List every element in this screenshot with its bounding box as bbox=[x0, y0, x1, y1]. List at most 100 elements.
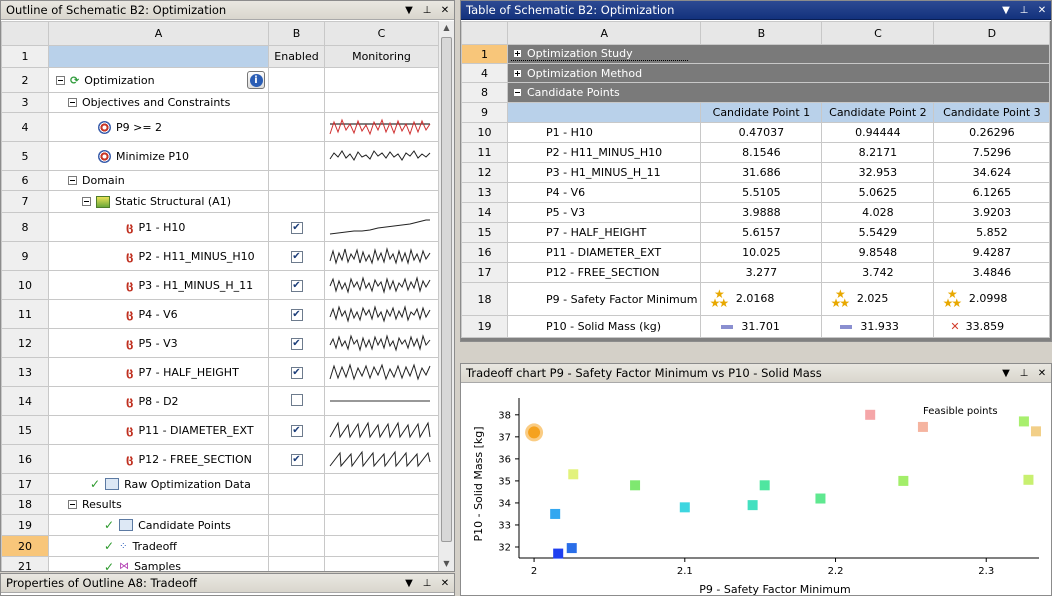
expand-icon[interactable] bbox=[513, 49, 522, 58]
value-cell[interactable]: 3.9203 bbox=[933, 202, 1051, 223]
value-cell[interactable]: 6.1265 bbox=[933, 182, 1051, 203]
value-cell[interactable]: 8.2171 bbox=[821, 142, 935, 163]
dropdown-icon[interactable]: ▼ bbox=[405, 5, 413, 16]
expand-icon[interactable] bbox=[513, 68, 522, 78]
pin-icon[interactable]: ⊥ bbox=[1019, 368, 1029, 379]
collapse-icon[interactable] bbox=[82, 197, 91, 206]
dropdown-icon[interactable]: ▼ bbox=[1002, 368, 1010, 379]
close-icon[interactable]: ✕ bbox=[440, 5, 450, 16]
enabled-checkbox[interactable]: ✔ bbox=[290, 309, 303, 321]
enabled-checkbox[interactable]: ✔ bbox=[290, 280, 303, 292]
data-point[interactable] bbox=[815, 493, 826, 504]
outline-scrollbar[interactable]: ▲ ▼ bbox=[438, 21, 454, 571]
tradeoff-chart[interactable]: 2 2.1 2.2 2.3 32 33 34 35 36 37 38 Feasible points… bbox=[461, 384, 1051, 596]
tree-item-samples[interactable]: ✓ ⋈ Samples bbox=[48, 556, 269, 571]
tree-item-p8[interactable]: ც P8 - D2 bbox=[48, 386, 269, 416]
value-cell[interactable]: 5.5429 bbox=[821, 222, 935, 243]
tree-item-p1[interactable]: ც P1 - H10 bbox=[48, 212, 269, 242]
section-optimization-method[interactable]: Optimization Method bbox=[506, 63, 1051, 83]
highlighted-point[interactable] bbox=[528, 426, 541, 439]
value-cell[interactable]: 3.4846 bbox=[933, 262, 1051, 283]
info-icon[interactable]: i bbox=[247, 71, 265, 89]
tree-item-minimize-p10[interactable]: Minimize P10 bbox=[48, 141, 269, 171]
value-cell[interactable]: 31.686 bbox=[700, 162, 823, 183]
scroll-up-icon[interactable]: ▲ bbox=[443, 23, 450, 32]
value-cell[interactable]: 0.47037 bbox=[700, 122, 823, 143]
data-point[interactable] bbox=[1030, 426, 1041, 437]
tree-item-p12[interactable]: ც P12 - FREE_SECTION bbox=[48, 444, 269, 474]
value-cell[interactable]: 7.5296 bbox=[933, 142, 1051, 163]
data-point[interactable] bbox=[553, 548, 564, 559]
rating-cell[interactable]: 31.933 bbox=[821, 315, 935, 338]
rating-cell[interactable]: 31.701 bbox=[700, 315, 823, 338]
rating-cell[interactable]: ★ ★★ 2.0168 bbox=[700, 282, 823, 316]
tree-item-objectives[interactable]: Objectives and Constraints bbox=[48, 92, 269, 113]
value-cell[interactable]: 3.742 bbox=[821, 262, 935, 283]
enabled-checkbox[interactable]: ✔ bbox=[290, 251, 303, 263]
data-point[interactable] bbox=[550, 508, 561, 519]
tree-item-p4[interactable]: ც P4 - V6 bbox=[48, 299, 269, 329]
enabled-checkbox[interactable]: ✔ bbox=[290, 454, 303, 466]
dropdown-icon[interactable]: ▼ bbox=[1002, 5, 1010, 16]
rating-cell[interactable]: ✕ 33.859 bbox=[933, 315, 1051, 338]
value-cell[interactable]: 0.94444 bbox=[821, 122, 935, 143]
value-cell[interactable]: 32.953 bbox=[821, 162, 935, 183]
rating-cell[interactable]: ★ ★★ 2.025 bbox=[821, 282, 935, 316]
value-cell[interactable]: 5.5105 bbox=[700, 182, 823, 203]
tree-item-p9-constraint[interactable]: P9 >= 2 bbox=[48, 112, 269, 142]
value-cell[interactable]: 5.852 bbox=[933, 222, 1051, 243]
enabled-checkbox[interactable]: ✔ bbox=[290, 338, 303, 350]
column-header-c[interactable]: C bbox=[821, 21, 935, 45]
tree-item-p2[interactable]: ც P2 - H11_MINUS_H10 bbox=[48, 241, 269, 271]
column-header-a[interactable]: A bbox=[48, 21, 269, 46]
data-point[interactable] bbox=[566, 543, 577, 554]
value-cell[interactable]: 8.1546 bbox=[700, 142, 823, 163]
tree-item-domain[interactable]: Domain bbox=[48, 170, 269, 191]
collapse-icon[interactable] bbox=[56, 75, 65, 85]
tree-item-optimization[interactable]: ⟳ Optimization i bbox=[48, 67, 269, 93]
value-cell[interactable]: 5.6157 bbox=[700, 222, 823, 243]
value-cell[interactable]: 0.26296 bbox=[933, 122, 1051, 143]
data-point[interactable] bbox=[568, 469, 579, 480]
close-icon[interactable]: ✕ bbox=[440, 578, 450, 589]
enabled-checkbox[interactable]: ✔ bbox=[290, 222, 303, 234]
tree-item-p11[interactable]: ც P11 - DIAMETER_EXT bbox=[48, 415, 269, 445]
value-cell[interactable]: 3.9888 bbox=[700, 202, 823, 223]
data-point[interactable] bbox=[679, 502, 690, 513]
tree-item-p7[interactable]: ც P7 - HALF_HEIGHT bbox=[48, 357, 269, 387]
column-header-d[interactable]: D bbox=[933, 21, 1051, 45]
collapse-icon[interactable] bbox=[68, 176, 77, 185]
tree-item-static-structural[interactable]: Static Structural (A1) bbox=[48, 190, 269, 213]
tree-item-results[interactable]: Results bbox=[48, 494, 269, 515]
data-point[interactable] bbox=[759, 480, 770, 491]
data-point[interactable] bbox=[747, 500, 758, 511]
tree-item-candidate-points[interactable]: ✓ Candidate Points bbox=[48, 514, 269, 536]
tree-item-p5[interactable]: ც P5 - V3 bbox=[48, 328, 269, 358]
scroll-down-icon[interactable]: ▼ bbox=[443, 559, 450, 568]
value-cell[interactable]: 3.277 bbox=[700, 262, 823, 283]
enabled-checkbox[interactable]: ✔ bbox=[290, 367, 303, 379]
pin-icon[interactable]: ⊥ bbox=[422, 578, 432, 589]
value-cell[interactable]: 4.028 bbox=[821, 202, 935, 223]
collapse-icon[interactable] bbox=[513, 88, 522, 97]
tree-item-tradeoff[interactable]: ✓ ⁘ Tradeoff bbox=[48, 535, 269, 557]
scrollbar-thumb[interactable] bbox=[441, 37, 452, 542]
value-cell[interactable]: 9.4287 bbox=[933, 242, 1051, 263]
collapse-icon[interactable] bbox=[68, 500, 77, 509]
data-point[interactable] bbox=[865, 409, 876, 420]
collapse-icon[interactable] bbox=[68, 98, 77, 107]
dropdown-icon[interactable]: ▼ bbox=[405, 578, 413, 589]
data-point[interactable] bbox=[917, 421, 928, 432]
enabled-checkbox[interactable] bbox=[290, 393, 303, 406]
value-cell[interactable]: 34.624 bbox=[933, 162, 1051, 183]
data-point[interactable] bbox=[1018, 416, 1029, 427]
column-header-b[interactable]: B bbox=[700, 21, 823, 45]
value-cell[interactable]: 10.025 bbox=[700, 242, 823, 263]
enabled-checkbox[interactable]: ✔ bbox=[290, 425, 303, 437]
data-point[interactable] bbox=[898, 475, 909, 486]
data-point[interactable] bbox=[1023, 474, 1034, 485]
section-candidate-points[interactable]: Candidate Points bbox=[506, 82, 1051, 103]
rating-cell[interactable]: ★ ★★ 2.0998 bbox=[933, 282, 1051, 316]
column-header-a[interactable]: A bbox=[506, 21, 702, 45]
column-header-b[interactable]: B bbox=[268, 21, 325, 46]
